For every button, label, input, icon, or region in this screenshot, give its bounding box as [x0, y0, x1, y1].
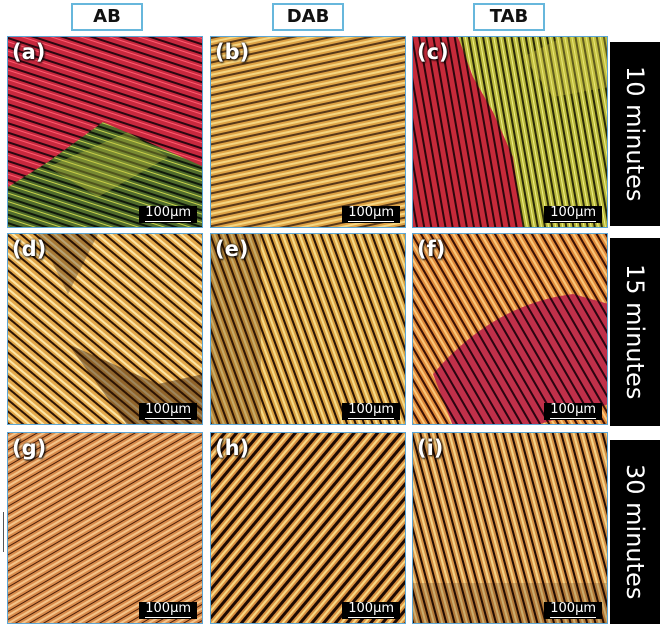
panel-label-g: (g)	[12, 436, 47, 460]
time-label-15-minutes: 15 minutes	[610, 238, 660, 426]
scale-bar-g: 100µm	[139, 602, 197, 619]
micrograph-i	[413, 433, 607, 623]
scale-bar-e: 100µm	[342, 403, 400, 420]
time-label-10-minutes: 10 minutes	[610, 42, 660, 226]
panel-b: (b) 100µm	[210, 36, 406, 228]
panel-label-f: (f)	[417, 237, 446, 261]
scale-bar-c: 100µm	[544, 206, 602, 223]
scale-bar-d: 100µm	[139, 403, 197, 420]
edge-mark	[3, 512, 4, 552]
scale-bar-f: 100µm	[544, 403, 602, 420]
panel-label-d: (d)	[12, 237, 47, 261]
time-label-30-minutes: 30 minutes	[610, 440, 660, 624]
panel-h: (h) 100µm	[210, 432, 406, 624]
micrograph-c	[413, 37, 607, 227]
panel-label-e: (e)	[215, 237, 249, 261]
scale-bar-b: 100µm	[342, 206, 400, 223]
panel-d: (d) 100µm	[7, 233, 203, 425]
micrograph-f	[413, 234, 607, 424]
panel-g: (g) 100µm	[7, 432, 203, 624]
panel-label-h: (h)	[215, 436, 250, 460]
panel-c: (c) 100µm	[412, 36, 608, 228]
panel-label-c: (c)	[417, 40, 449, 64]
panel-label-a: (a)	[12, 40, 46, 64]
micrograph-h	[211, 433, 405, 623]
panel-label-b: (b)	[215, 40, 250, 64]
panel-label-i: (i)	[417, 436, 444, 460]
scale-bar-i: 100µm	[544, 602, 602, 619]
column-header-dab: DAB	[272, 3, 344, 31]
scale-bar-h: 100µm	[342, 602, 400, 619]
panel-e: (e) 100µm	[210, 233, 406, 425]
micrograph-g	[8, 433, 202, 623]
micrograph-e	[211, 234, 405, 424]
panel-f: (f) 100µm	[412, 233, 608, 425]
scale-bar-a: 100µm	[139, 206, 197, 223]
panel-a: (a) 100µm	[7, 36, 203, 228]
panel-i: (i) 100µm	[412, 432, 608, 624]
column-header-ab: AB	[71, 3, 143, 31]
column-header-tab: TAB	[473, 3, 545, 31]
micrograph-b	[211, 37, 405, 227]
micrograph-a	[8, 37, 202, 227]
micrograph-d	[8, 234, 202, 424]
